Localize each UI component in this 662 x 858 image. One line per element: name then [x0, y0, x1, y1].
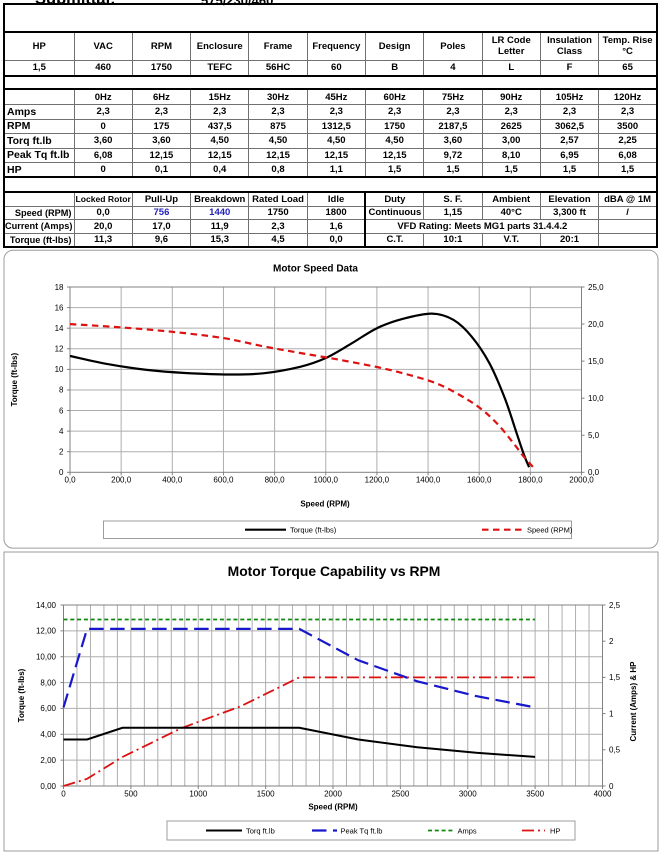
svg-text:0,00: 0,00: [40, 782, 56, 791]
svg-text:600,0: 600,0: [213, 476, 234, 485]
svg-text:Peak Tq ft.lb: Peak Tq ft.lb: [341, 826, 383, 835]
svg-text:Torque (ft-lbs): Torque (ft-lbs): [17, 668, 26, 722]
svg-text:14: 14: [55, 324, 64, 333]
svg-text:2: 2: [609, 637, 614, 646]
svg-text:1000: 1000: [189, 790, 207, 799]
svg-text:12,00: 12,00: [36, 627, 57, 636]
svg-text:2,00: 2,00: [40, 756, 56, 765]
svg-text:0: 0: [59, 468, 64, 477]
svg-text:20,0: 20,0: [588, 320, 604, 329]
svg-text:5,0: 5,0: [588, 431, 600, 440]
svg-text:0: 0: [61, 790, 66, 799]
svg-text:1000,0: 1000,0: [314, 476, 339, 485]
svg-text:500: 500: [124, 790, 138, 799]
svg-text:1400,0: 1400,0: [416, 476, 441, 485]
svg-text:8: 8: [59, 386, 64, 395]
svg-text:0,0: 0,0: [588, 468, 600, 477]
svg-text:1500: 1500: [257, 790, 275, 799]
svg-text:Speed (RPM): Speed (RPM): [527, 526, 573, 535]
svg-text:Torque (ft-lbs): Torque (ft-lbs): [10, 353, 19, 407]
svg-text:10: 10: [55, 365, 64, 374]
svg-text:Motor Torque Capability vs RPM: Motor Torque Capability vs RPM: [228, 563, 441, 579]
svg-text:Speed (RPM): Speed (RPM): [300, 500, 350, 509]
svg-text:2,5: 2,5: [609, 601, 621, 610]
svg-text:Amps: Amps: [458, 826, 477, 835]
svg-text:HP: HP: [550, 826, 560, 835]
svg-text:0: 0: [609, 782, 614, 791]
svg-text:1600,0: 1600,0: [467, 476, 492, 485]
svg-text:Current (Amps) & HP: Current (Amps) & HP: [629, 661, 638, 742]
svg-text:1,5: 1,5: [609, 673, 621, 682]
svg-text:12: 12: [55, 345, 64, 354]
svg-text:6,00: 6,00: [40, 704, 56, 713]
svg-text:10,00: 10,00: [36, 653, 57, 662]
svg-text:2: 2: [59, 448, 64, 457]
svg-text:Torque (ft-lbs): Torque (ft-lbs): [290, 526, 337, 535]
svg-text:2500: 2500: [391, 790, 409, 799]
svg-text:15,0: 15,0: [588, 357, 604, 366]
svg-text:1: 1: [609, 709, 614, 718]
svg-text:0,0: 0,0: [64, 476, 76, 485]
svg-text:0,5: 0,5: [609, 746, 621, 755]
svg-text:14,00: 14,00: [36, 601, 57, 610]
svg-text:1800,0: 1800,0: [518, 476, 543, 485]
svg-text:4: 4: [59, 427, 64, 436]
svg-text:400,0: 400,0: [162, 476, 183, 485]
svg-text:1200,0: 1200,0: [365, 476, 390, 485]
svg-text:3000: 3000: [459, 790, 477, 799]
svg-text:200,0: 200,0: [111, 476, 132, 485]
svg-text:18: 18: [55, 283, 64, 292]
svg-text:4,00: 4,00: [40, 730, 56, 739]
svg-text:Motor Speed Data: Motor Speed Data: [273, 264, 358, 275]
svg-text:16: 16: [55, 303, 64, 312]
svg-text:Torq ft.lb: Torq ft.lb: [246, 826, 275, 835]
svg-text:8,00: 8,00: [40, 678, 56, 687]
svg-text:800,0: 800,0: [265, 476, 286, 485]
svg-text:3500: 3500: [526, 790, 544, 799]
svg-text:2000: 2000: [324, 790, 342, 799]
svg-text:2000,0: 2000,0: [569, 476, 594, 485]
svg-text:25,0: 25,0: [588, 283, 604, 292]
svg-text:10,0: 10,0: [588, 394, 604, 403]
svg-text:Speed (RPM): Speed (RPM): [308, 803, 358, 812]
svg-text:4000: 4000: [594, 790, 612, 799]
svg-text:6: 6: [59, 406, 64, 415]
